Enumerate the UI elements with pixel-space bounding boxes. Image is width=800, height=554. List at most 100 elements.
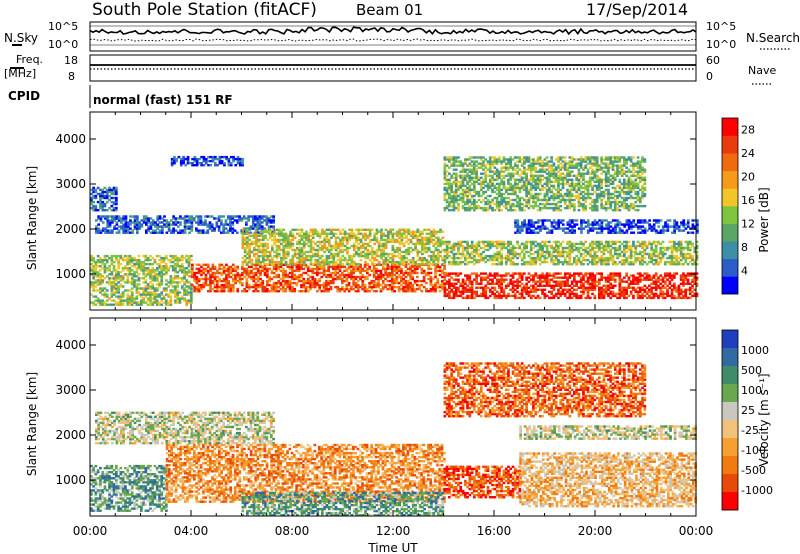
echo-cell — [273, 240, 276, 244]
echo-cell — [409, 238, 413, 242]
echo-cell — [507, 242, 510, 246]
echo-cell — [218, 155, 222, 159]
echo-cell — [577, 286, 581, 289]
echo-cell — [393, 254, 397, 258]
echo-cell — [149, 287, 152, 290]
echo-cell — [625, 288, 628, 291]
noise-search-trace — [89, 38, 697, 42]
echo-cell — [144, 254, 148, 258]
echo-cell — [235, 231, 239, 234]
echo-cell — [110, 260, 114, 264]
echo-cell — [423, 250, 426, 254]
echo-cell — [363, 287, 367, 291]
echo-cell — [288, 279, 292, 283]
echo-cell — [618, 276, 622, 279]
echo-cell — [459, 292, 463, 296]
echo-cell — [634, 256, 638, 260]
echo-cell — [117, 267, 120, 270]
echo-cell — [445, 240, 449, 244]
echo-cell — [405, 234, 408, 237]
echo-cell — [402, 236, 406, 239]
echo-cell — [183, 223, 187, 226]
echo-cell — [450, 244, 453, 248]
echo-cell — [318, 283, 321, 287]
echo-cell — [372, 265, 376, 269]
echo-cell — [443, 275, 446, 279]
echo-cell — [391, 244, 395, 248]
echo-cell — [171, 285, 175, 288]
echo-cell — [593, 296, 597, 300]
echo-cell — [648, 276, 651, 279]
echo-cell — [151, 231, 155, 234]
echo-cell — [668, 280, 672, 283]
echo-cell — [398, 242, 401, 246]
echo-cell — [119, 263, 123, 266]
echo-cell — [249, 231, 253, 234]
echo-cell — [613, 260, 617, 264]
echo-cell — [117, 217, 121, 220]
echo-cell — [163, 223, 166, 226]
echo-cell — [341, 271, 344, 275]
echo-cell — [193, 277, 196, 281]
echo-cell — [559, 290, 563, 293]
echo-cell — [162, 289, 166, 292]
echo-cell — [504, 258, 508, 262]
echo-cell — [277, 228, 281, 231]
echo-cell — [144, 275, 148, 278]
echo-cell — [250, 269, 253, 273]
echo-cell — [400, 279, 403, 283]
echo-cell — [659, 246, 663, 250]
echo-cell — [575, 248, 578, 252]
echo-cell — [388, 279, 392, 283]
echo-cell — [195, 159, 199, 163]
echo-cell — [204, 215, 207, 218]
echo-cell — [659, 250, 663, 254]
echo-cell — [425, 248, 429, 252]
echo-cell — [247, 285, 251, 289]
echo-cell — [311, 246, 315, 250]
echo-cell — [491, 292, 494, 296]
echo-cell — [288, 265, 292, 269]
echo-cell — [197, 287, 201, 291]
echo-cell — [661, 284, 665, 287]
echo-cell — [200, 287, 203, 291]
echo-cell — [575, 263, 578, 266]
echo-cell — [429, 267, 433, 271]
echo-cell — [254, 281, 258, 285]
echo-cell — [607, 240, 610, 244]
echo-cell — [509, 246, 513, 250]
echo-cell — [375, 267, 378, 271]
echo-cell — [495, 258, 499, 262]
echo-cell — [371, 248, 374, 252]
echo-cell — [509, 252, 513, 256]
echo-cell — [321, 248, 324, 252]
echo-cell — [359, 252, 363, 256]
echo-cell — [347, 290, 351, 293]
echo-cell — [623, 250, 626, 254]
echo-cell — [256, 279, 260, 283]
echo-cell — [529, 252, 533, 256]
echo-cell — [316, 250, 320, 254]
echo-cell — [115, 295, 118, 298]
noise-tick-right-bottom: 10^0 — [706, 38, 736, 51]
echo-cell — [343, 265, 346, 269]
echo-cell — [461, 254, 465, 258]
echo-cell — [443, 240, 447, 244]
echo-cell — [670, 276, 674, 279]
echo-cell — [190, 297, 193, 300]
echo-cell — [414, 232, 417, 235]
echo-cell — [602, 256, 606, 260]
echo-cell — [504, 296, 508, 300]
echo-cell — [341, 254, 345, 258]
echo-cell — [548, 296, 551, 300]
echo-cell — [160, 265, 164, 268]
echo-cell — [404, 275, 408, 279]
echo-cell — [416, 238, 420, 242]
echo-cell — [670, 260, 674, 264]
echo-cell — [248, 248, 251, 252]
echo-cell — [582, 284, 585, 287]
echo-cell — [126, 273, 130, 276]
echo-cell — [90, 301, 93, 304]
echo-cell — [502, 292, 506, 296]
echo-cell — [309, 254, 313, 258]
